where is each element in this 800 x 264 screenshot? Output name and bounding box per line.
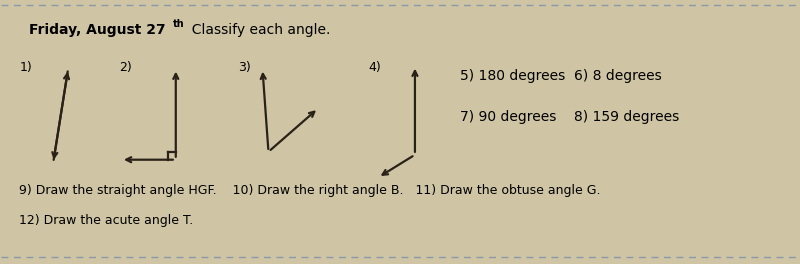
Text: 3): 3) bbox=[238, 61, 251, 74]
Text: 4): 4) bbox=[368, 61, 381, 74]
Text: Classify each angle.: Classify each angle. bbox=[182, 23, 330, 37]
Text: 7) 90 degrees    8) 159 degrees: 7) 90 degrees 8) 159 degrees bbox=[460, 110, 679, 124]
Text: 12) Draw the acute angle T.: 12) Draw the acute angle T. bbox=[19, 214, 194, 227]
Text: th: th bbox=[173, 19, 185, 29]
Text: 1): 1) bbox=[19, 61, 32, 74]
Text: Friday, August 27: Friday, August 27 bbox=[30, 23, 166, 37]
Text: 2): 2) bbox=[119, 61, 132, 74]
Text: 5) 180 degrees  6) 8 degrees: 5) 180 degrees 6) 8 degrees bbox=[460, 69, 662, 83]
Text: 9) Draw the straight angle HGF.    10) Draw the right angle B.   11) Draw the ob: 9) Draw the straight angle HGF. 10) Draw… bbox=[19, 185, 601, 197]
